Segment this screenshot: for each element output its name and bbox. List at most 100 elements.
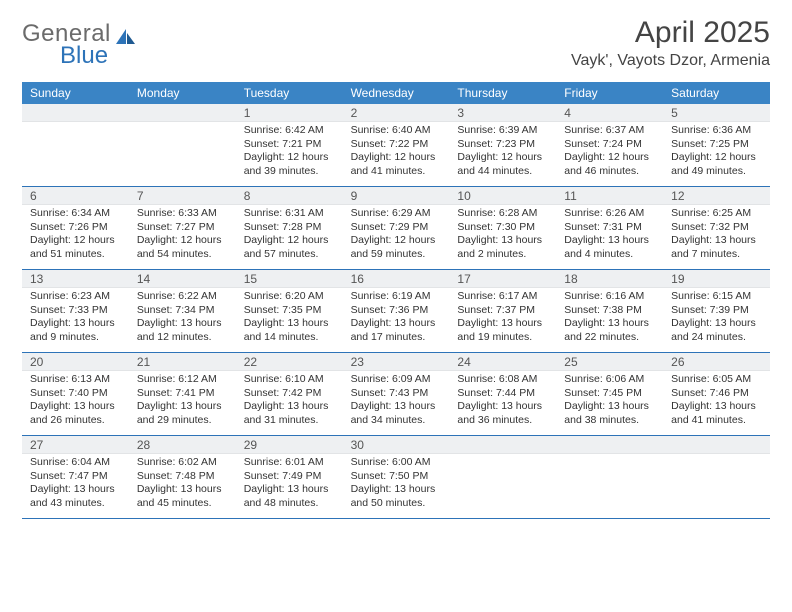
daylight-text: Daylight: 13 hours and 14 minutes. <box>244 317 335 344</box>
daylight-text: Daylight: 13 hours and 26 minutes. <box>30 400 121 427</box>
sunset-text: Sunset: 7:43 PM <box>351 387 442 401</box>
dow-wednesday: Wednesday <box>343 82 450 104</box>
sunrise-text: Sunrise: 6:17 AM <box>457 290 548 304</box>
day-cell: 9Sunrise: 6:29 AMSunset: 7:29 PMDaylight… <box>343 187 450 269</box>
sunrise-text: Sunrise: 6:15 AM <box>671 290 762 304</box>
sunrise-text: Sunrise: 6:33 AM <box>137 207 228 221</box>
dow-friday: Friday <box>556 82 663 104</box>
day-cell: 14Sunrise: 6:22 AMSunset: 7:34 PMDayligh… <box>129 270 236 352</box>
day-number: 20 <box>22 353 129 371</box>
sunset-text: Sunset: 7:25 PM <box>671 138 762 152</box>
daylight-text: Daylight: 13 hours and 12 minutes. <box>137 317 228 344</box>
dow-header-row: Sunday Monday Tuesday Wednesday Thursday… <box>22 82 770 104</box>
daylight-text: Daylight: 13 hours and 41 minutes. <box>671 400 762 427</box>
sunrise-text: Sunrise: 6:08 AM <box>457 373 548 387</box>
sunset-text: Sunset: 7:22 PM <box>351 138 442 152</box>
day-cell: 22Sunrise: 6:10 AMSunset: 7:42 PMDayligh… <box>236 353 343 435</box>
sunset-text: Sunset: 7:44 PM <box>457 387 548 401</box>
sunset-text: Sunset: 7:49 PM <box>244 470 335 484</box>
sunset-text: Sunset: 7:27 PM <box>137 221 228 235</box>
brand-part2: Blue <box>60 44 108 68</box>
daylight-text: Daylight: 12 hours and 44 minutes. <box>457 151 548 178</box>
day-cell: 16Sunrise: 6:19 AMSunset: 7:36 PMDayligh… <box>343 270 450 352</box>
daylight-text: Daylight: 13 hours and 4 minutes. <box>564 234 655 261</box>
sunrise-text: Sunrise: 6:28 AM <box>457 207 548 221</box>
daylight-text: Daylight: 13 hours and 31 minutes. <box>244 400 335 427</box>
sunrise-text: Sunrise: 6:40 AM <box>351 124 442 138</box>
day-number: 27 <box>22 436 129 454</box>
calendar: Sunday Monday Tuesday Wednesday Thursday… <box>22 82 770 519</box>
week-row: 27Sunrise: 6:04 AMSunset: 7:47 PMDayligh… <box>22 436 770 519</box>
day-content: Sunrise: 6:17 AMSunset: 7:37 PMDaylight:… <box>449 288 556 351</box>
day-number <box>22 104 129 122</box>
sunrise-text: Sunrise: 6:22 AM <box>137 290 228 304</box>
day-cell: 20Sunrise: 6:13 AMSunset: 7:40 PMDayligh… <box>22 353 129 435</box>
day-content: Sunrise: 6:20 AMSunset: 7:35 PMDaylight:… <box>236 288 343 351</box>
day-cell: 26Sunrise: 6:05 AMSunset: 7:46 PMDayligh… <box>663 353 770 435</box>
page-title: April 2025 <box>571 16 770 50</box>
day-content: Sunrise: 6:23 AMSunset: 7:33 PMDaylight:… <box>22 288 129 351</box>
sunset-text: Sunset: 7:34 PM <box>137 304 228 318</box>
daylight-text: Daylight: 12 hours and 54 minutes. <box>137 234 228 261</box>
day-content: Sunrise: 6:10 AMSunset: 7:42 PMDaylight:… <box>236 371 343 434</box>
day-content: Sunrise: 6:22 AMSunset: 7:34 PMDaylight:… <box>129 288 236 351</box>
day-content: Sunrise: 6:13 AMSunset: 7:40 PMDaylight:… <box>22 371 129 434</box>
daylight-text: Daylight: 13 hours and 9 minutes. <box>30 317 121 344</box>
day-content <box>556 454 663 462</box>
day-cell: 7 Sunrise: 6:33 AMSunset: 7:27 PMDaylight… <box>129 187 236 269</box>
day-number: 6 <box>22 187 129 205</box>
daylight-text: Daylight: 13 hours and 43 minutes. <box>30 483 121 510</box>
day-cell: 17Sunrise: 6:17 AMSunset: 7:37 PMDayligh… <box>449 270 556 352</box>
day-number: 7 <box>129 187 236 205</box>
day-number: 4 <box>556 104 663 122</box>
day-number: 10 <box>449 187 556 205</box>
day-cell: 23Sunrise: 6:09 AMSunset: 7:43 PMDayligh… <box>343 353 450 435</box>
day-content: Sunrise: 6:40 AMSunset: 7:22 PMDaylight:… <box>343 122 450 185</box>
day-cell: 3Sunrise: 6:39 AMSunset: 7:23 PMDaylight… <box>449 104 556 186</box>
day-content: Sunrise: 6:12 AMSunset: 7:41 PMDaylight:… <box>129 371 236 434</box>
daylight-text: Daylight: 13 hours and 17 minutes. <box>351 317 442 344</box>
day-content: Sunrise: 6:39 AMSunset: 7:23 PMDaylight:… <box>449 122 556 185</box>
sunrise-text: Sunrise: 6:25 AM <box>671 207 762 221</box>
day-cell: 27Sunrise: 6:04 AMSunset: 7:47 PMDayligh… <box>22 436 129 518</box>
day-number: 30 <box>343 436 450 454</box>
sunset-text: Sunset: 7:31 PM <box>564 221 655 235</box>
daylight-text: Daylight: 13 hours and 19 minutes. <box>457 317 548 344</box>
brand-logo: GeneralBlue <box>22 22 137 68</box>
day-content <box>663 454 770 462</box>
sunrise-text: Sunrise: 6:20 AM <box>244 290 335 304</box>
day-number: 8 <box>236 187 343 205</box>
day-cell: 4Sunrise: 6:37 AMSunset: 7:24 PMDaylight… <box>556 104 663 186</box>
day-cell <box>22 104 129 186</box>
sunrise-text: Sunrise: 6:13 AM <box>30 373 121 387</box>
sunrise-text: Sunrise: 6:19 AM <box>351 290 442 304</box>
day-number: 24 <box>449 353 556 371</box>
sunset-text: Sunset: 7:47 PM <box>30 470 121 484</box>
day-content: Sunrise: 6:08 AMSunset: 7:44 PMDaylight:… <box>449 371 556 434</box>
week-row: 13Sunrise: 6:23 AMSunset: 7:33 PMDayligh… <box>22 270 770 353</box>
day-content: Sunrise: 6:28 AMSunset: 7:30 PMDaylight:… <box>449 205 556 268</box>
day-content: Sunrise: 6:01 AMSunset: 7:49 PMDaylight:… <box>236 454 343 517</box>
day-number <box>663 436 770 454</box>
day-cell <box>663 436 770 518</box>
week-row: 20Sunrise: 6:13 AMSunset: 7:40 PMDayligh… <box>22 353 770 436</box>
day-number: 29 <box>236 436 343 454</box>
sunrise-text: Sunrise: 6:42 AM <box>244 124 335 138</box>
day-content: Sunrise: 6:02 AMSunset: 7:48 PMDaylight:… <box>129 454 236 517</box>
day-content: Sunrise: 6:09 AMSunset: 7:43 PMDaylight:… <box>343 371 450 434</box>
day-cell <box>129 104 236 186</box>
sunrise-text: Sunrise: 6:36 AM <box>671 124 762 138</box>
dow-tuesday: Tuesday <box>236 82 343 104</box>
daylight-text: Daylight: 13 hours and 38 minutes. <box>564 400 655 427</box>
sunset-text: Sunset: 7:39 PM <box>671 304 762 318</box>
sunset-text: Sunset: 7:26 PM <box>30 221 121 235</box>
daylight-text: Daylight: 13 hours and 34 minutes. <box>351 400 442 427</box>
daylight-text: Daylight: 13 hours and 29 minutes. <box>137 400 228 427</box>
day-cell: 1Sunrise: 6:42 AMSunset: 7:21 PMDaylight… <box>236 104 343 186</box>
location-subtitle: Vayk', Vayots Dzor, Armenia <box>571 52 770 70</box>
day-content: Sunrise: 6:29 AMSunset: 7:29 PMDaylight:… <box>343 205 450 268</box>
sunset-text: Sunset: 7:33 PM <box>30 304 121 318</box>
sunrise-text: Sunrise: 6:26 AM <box>564 207 655 221</box>
day-number <box>129 104 236 122</box>
day-cell: 12Sunrise: 6:25 AMSunset: 7:32 PMDayligh… <box>663 187 770 269</box>
